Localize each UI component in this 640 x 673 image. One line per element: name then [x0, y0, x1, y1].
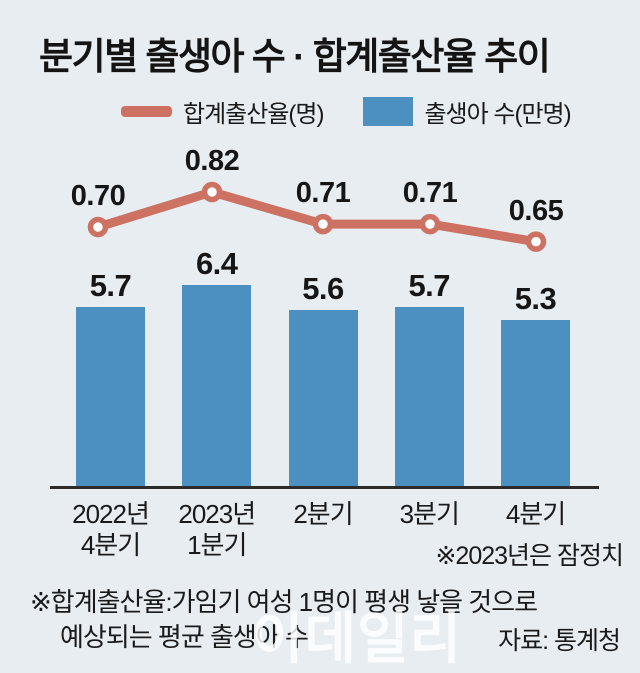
- legend: 합계출산율(명) 출생아 수(만명): [121, 91, 572, 131]
- source-credit: 자료: 통계청: [498, 627, 621, 655]
- line-value-label: 0.70: [70, 180, 126, 213]
- legend-item-fertility-rate: 합계출산율(명): [121, 94, 324, 129]
- bar-2022년 4분기: [76, 306, 145, 487]
- bar-value-label: 5.6: [302, 271, 344, 307]
- line-marker-icon: [419, 213, 441, 235]
- line-marker-icon: [87, 216, 109, 238]
- bar-series-swatch-icon: [363, 96, 414, 126]
- footnote-line1: ※합계출산율:가임기 여성 1명이 평생 낳을 것으로: [30, 587, 538, 617]
- bar-2분기: [288, 310, 358, 487]
- x-axis-label: 4분기: [505, 499, 566, 529]
- line-value-label: 0.65: [508, 194, 564, 227]
- x-axis-label: 2023년 1분기: [178, 499, 256, 560]
- bar-4분기: [501, 319, 570, 487]
- line-value-label: 0.82: [184, 145, 240, 177]
- chart-title: 분기별 출생아 수 · 합계출산율 추이: [39, 36, 551, 77]
- x-axis-label: 2022년 4분기: [72, 499, 150, 560]
- footnote-line2: 예상되는 평균 출생아 수: [60, 622, 309, 652]
- bar-value-label: 5.3: [514, 280, 557, 316]
- provisional-note: ※2023년은 잠정치: [435, 542, 624, 570]
- line-value-label: 0.71: [295, 177, 351, 210]
- bar-3분기: [394, 306, 464, 487]
- line-marker-icon: [201, 181, 223, 203]
- x-axis-line: [50, 486, 599, 489]
- line-value-label: 0.71: [402, 177, 458, 210]
- legend-label-fertility-rate: 합계출산율(명): [183, 100, 324, 128]
- line-series-swatch-icon: [121, 105, 172, 117]
- x-axis-label: 2분기: [293, 499, 353, 529]
- bar-value-label: 5.7: [408, 267, 451, 303]
- bar-value-label: 6.4: [195, 245, 238, 281]
- bar-2023년 1분기: [182, 284, 252, 487]
- line-marker-icon: [525, 231, 547, 252]
- legend-label-births: 출생아 수(만명): [424, 100, 571, 128]
- legend-item-births: 출생아 수(만명): [363, 94, 572, 129]
- x-axis-label: 3분기: [399, 499, 460, 529]
- line-marker-icon: [312, 213, 334, 235]
- bar-value-label: 5.7: [89, 267, 132, 303]
